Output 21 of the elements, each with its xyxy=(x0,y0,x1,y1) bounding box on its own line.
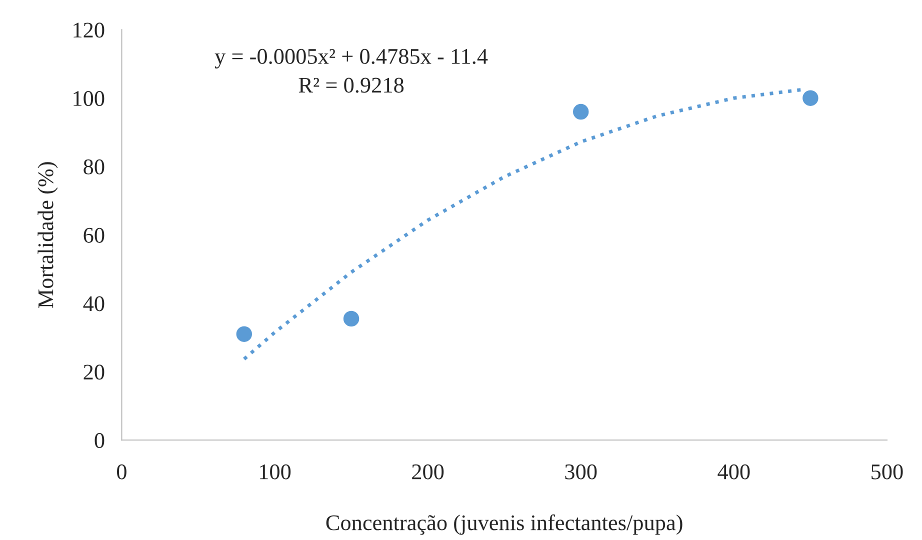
x-tick-label: 0 xyxy=(116,464,126,480)
x-tick-label: 400 xyxy=(718,464,750,480)
y-tick-label: 40 xyxy=(83,296,104,312)
x-tick-label: 100 xyxy=(260,464,291,480)
y-tick-label: 0 xyxy=(94,433,104,448)
y-tick-label: 80 xyxy=(84,159,104,174)
x-tick-label: 500 xyxy=(872,464,903,480)
point xyxy=(236,326,252,342)
y-tick-label: 120 xyxy=(74,22,104,38)
point xyxy=(572,104,589,120)
x-tick-label: 200 xyxy=(412,464,444,480)
point xyxy=(343,310,360,327)
y-tick-label: 20 xyxy=(84,364,104,380)
y-tick-label: 100 xyxy=(74,91,104,106)
x-axis-title: Concentração (juvenis infectantes/pupa) xyxy=(326,514,682,535)
y-axis-title: Mortalidade (%) xyxy=(38,162,58,308)
annotation: R² = 0.9218 xyxy=(298,78,404,93)
x-tick-label: 300 xyxy=(565,464,597,480)
point xyxy=(802,90,818,106)
y-tick-label: 60 xyxy=(84,228,104,243)
annotation: y = -0.0005x² + 0.4785x - 11.4 xyxy=(214,48,488,69)
